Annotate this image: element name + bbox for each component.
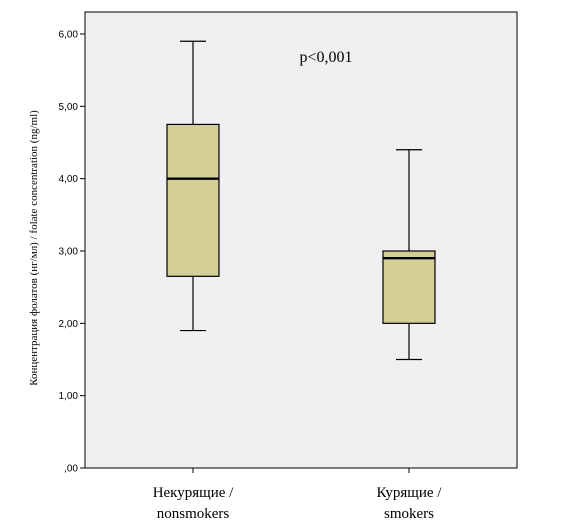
y-tick-label: 5,00: [59, 102, 79, 113]
p-value-annotation: p<0,001: [299, 49, 352, 66]
y-tick-label: 3,00: [59, 247, 79, 258]
x-category-label-line1: Курящие /: [377, 485, 443, 501]
boxes: [166, 40, 436, 361]
y-axis-label: Концентрация фолатов (нг/мл) / folate co…: [28, 110, 40, 386]
y-tick-label: 6,00: [59, 30, 79, 41]
x-axis: Некурящие / nonsmokers Курящие / smokers: [153, 468, 443, 522]
x-category-label-line2: smokers: [384, 506, 434, 522]
y-tick-label: ,00: [64, 464, 78, 475]
iqr-box: [166, 123, 220, 277]
y-axis: ,00 1,00 2,00 3,00 4,00 5,00 6,00: [59, 30, 85, 475]
box-group: [166, 40, 220, 332]
x-category-label-line2: nonsmokers: [157, 506, 230, 522]
y-tick-label: 2,00: [59, 319, 79, 330]
iqr-box: [382, 250, 436, 324]
y-tick-label: 4,00: [59, 174, 79, 185]
x-category-label-line1: Некурящие /: [153, 485, 234, 501]
box-group: [382, 149, 436, 361]
y-tick-label: 1,00: [59, 391, 79, 402]
plot-area: [84, 11, 518, 469]
